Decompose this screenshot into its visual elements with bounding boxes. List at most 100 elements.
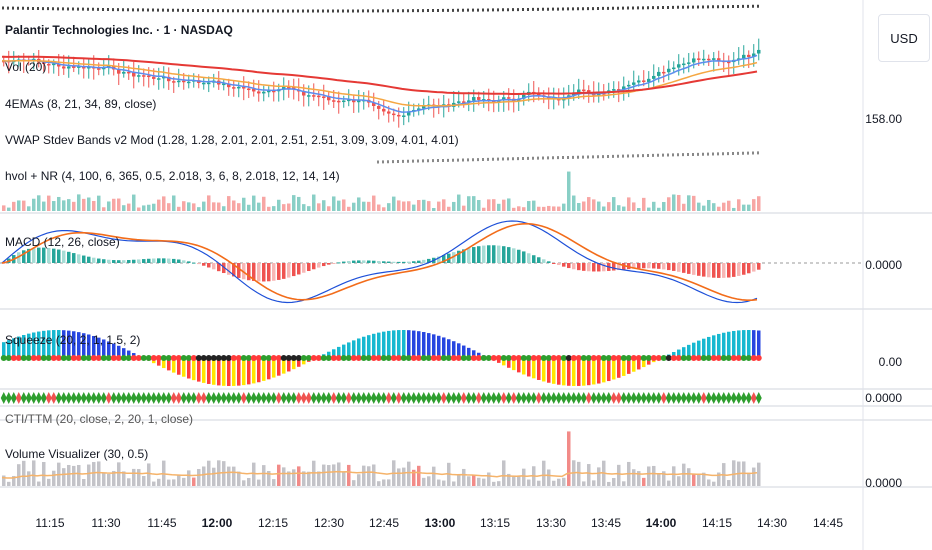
squeeze-dot [155,355,162,361]
squeeze-dot [565,355,572,361]
macd-histogram-bar [422,259,426,263]
macd-histogram-bar [377,260,381,263]
time-label: 12:45 [368,516,400,530]
time-label: 12:15 [257,516,289,530]
volume-bar [712,203,716,211]
volume-bar [557,206,561,211]
squeeze-histogram-bar [702,338,706,358]
volume-bar [527,201,531,211]
squeeze-histogram-bar [452,341,456,358]
cti-indicator-label[interactable]: CTI/TTM (20, close, 2, 20, 1, close) [5,412,194,426]
volume-bar [677,194,681,211]
cti-marker [695,392,702,404]
cti-marker [680,392,687,404]
squeeze-histogram-bar [62,330,66,358]
macd-histogram-bar [97,258,101,263]
macd-histogram-bar [637,263,641,269]
volume-visualizer-bar [112,470,116,486]
volume-visualizer-bar [22,460,26,486]
cti-marker [470,392,477,404]
macd-histogram-bar [52,248,56,263]
candle-body [67,66,71,69]
volume-visualizer-bar [477,477,481,486]
squeeze-dot [475,355,482,361]
candle-body [717,58,721,61]
volume-visualizer-bar [637,471,641,486]
volume-visualizer-bar [287,471,291,486]
macd-histogram-bar [142,259,146,263]
volume-visualizer-bar [502,460,506,486]
vwap-indicator-label[interactable]: VWAP Stdev Bands v2 Mod (1.28, 1.28, 2.0… [5,133,459,147]
cti-marker [550,392,557,404]
cti-marker [0,392,7,404]
squeeze-indicator-label[interactable]: Squeeze (20, 2, 1, 1.5, 2) [5,333,141,347]
macd-indicator-label[interactable]: MACD (12, 26, close) [5,235,120,249]
squeeze-histogram-bar [402,330,406,358]
volume-bar [707,199,711,211]
volume-visualizer-label[interactable]: Volume Visualizer (30, 0.5) [5,447,149,461]
cti-marker [575,392,582,404]
volume-bar [292,195,296,211]
volume-bar [702,205,706,211]
volume-bar [232,200,236,211]
volume-bar [642,197,646,211]
volume-visualizer-bar [222,461,226,486]
emas-indicator-label[interactable]: 4EMAs (8, 21, 34, 89, close) [5,97,157,111]
cti-marker [725,392,732,404]
squeeze-dot [560,355,567,361]
candle-body [547,96,551,100]
time-label: 11:45 [147,516,177,530]
volume-bar [282,204,286,211]
squeeze-histogram-bar [742,330,746,358]
volume-bar [302,204,306,211]
squeeze-dot [745,355,752,361]
macd-histogram-bar [317,263,321,268]
volume-bar [37,195,41,211]
squeeze-histogram-bar [82,333,86,358]
squeeze-dot [650,355,657,361]
squeeze-histogram-bar [42,330,46,358]
cti-marker [430,392,437,404]
candle-body [472,97,476,101]
volume-bar [457,194,461,211]
squeeze-dot [420,355,427,361]
candle-body [682,63,686,66]
volume-visualizer-bar [427,476,431,486]
vol-indicator-label[interactable]: Vol (20) [5,60,47,74]
volume-visualizer-bar [672,466,676,486]
candle-body [342,100,346,103]
volume-visualizer-bar [562,477,566,486]
volume-visualizer-bar [232,466,236,486]
symbol-title[interactable]: Palantir Technologies Inc. · 1 · NASDAQ [5,23,233,37]
currency-button[interactable]: USD [878,14,930,62]
volume-visualizer-bar [212,467,216,486]
cti-marker [395,392,402,404]
volume-bar [567,171,571,211]
macd-histogram-bar [157,258,161,263]
squeeze-dot [120,355,127,361]
candle-body [152,76,156,79]
macd-histogram-bar [167,258,171,263]
squeeze-histogram-bar [412,330,416,358]
candle-body [387,111,391,114]
volume-visualizer-bar [72,465,76,486]
volume-bar [487,199,491,211]
squeeze-dot [315,355,322,361]
cti-marker [185,392,192,404]
macd-histogram-bar [522,251,526,263]
hvol-indicator-label[interactable]: hvol + NR (4, 100, 6, 365, 0.5, 2.018, 3… [5,169,340,183]
cti-marker [310,392,317,404]
squeeze-zero-label: 0.00 [878,355,902,369]
squeeze-dot [430,355,437,361]
candle-body [662,71,666,74]
squeeze-dot [185,355,192,361]
squeeze-histogram-bar [107,341,111,358]
squeeze-dot [265,355,272,361]
candle-body [647,78,651,82]
squeeze-histogram-bar [717,333,721,358]
squeeze-histogram-bar [72,331,76,358]
squeeze-histogram-bar [67,330,71,358]
cti-marker [745,392,752,404]
volume-visualizer-bar [307,471,311,486]
